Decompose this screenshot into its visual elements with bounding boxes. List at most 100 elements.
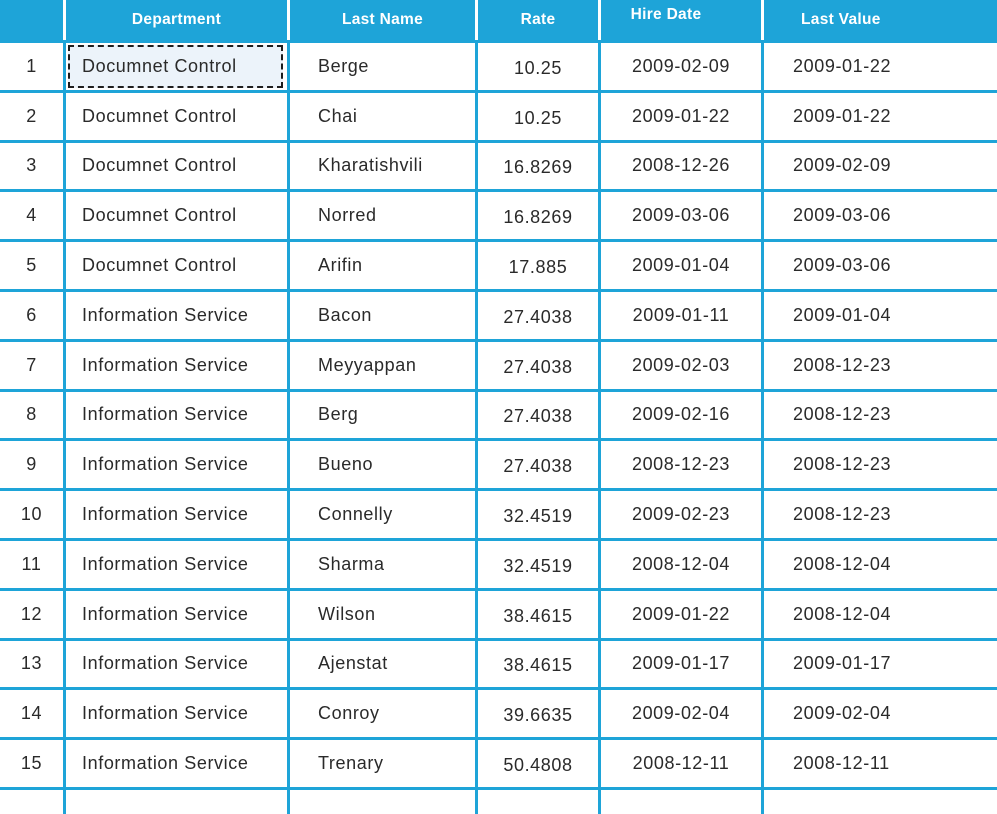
last-value-cell[interactable]: 2008-12-23 (764, 341, 997, 389)
last-name-cell[interactable]: Sharma (290, 540, 475, 588)
rate-cell[interactable]: 39.6635 (478, 690, 598, 738)
last-value-cell[interactable]: 2008-12-11 (764, 740, 997, 787)
last-value-cell[interactable]: 2009-01-22 (764, 43, 997, 90)
hire-date-cell[interactable]: 2009-02-23 (601, 491, 761, 538)
rate-cell[interactable]: 10.25 (478, 92, 598, 140)
last-name-cell[interactable]: Berge (290, 43, 475, 90)
department-cell[interactable]: Documnet Control (66, 43, 287, 90)
row-number-cell[interactable]: 7 (0, 341, 63, 389)
last-name-cell[interactable]: Ajenstat (290, 640, 475, 688)
corner-header-cell[interactable] (0, 0, 63, 40)
rate-cell[interactable]: 10.25 (478, 43, 598, 90)
row-number-cell[interactable]: 11 (0, 540, 63, 588)
row-number-cell[interactable]: 14 (0, 690, 63, 738)
last-value-cell[interactable]: 2008-12-04 (764, 590, 997, 638)
rate-cell[interactable]: 32.4519 (478, 540, 598, 588)
department-cell[interactable]: Documnet Control (66, 142, 287, 190)
empty-rate-cell[interactable] (478, 789, 598, 814)
department-cell[interactable]: Information Service (66, 491, 287, 538)
row-number-cell[interactable]: 1 (0, 43, 63, 90)
row-number-cell[interactable]: 5 (0, 242, 63, 289)
hire-date-cell[interactable]: 2009-03-06 (601, 192, 761, 240)
last-name-cell[interactable]: Chai (290, 92, 475, 140)
department-cell[interactable]: Documnet Control (66, 242, 287, 289)
last-name-cell[interactable]: Conroy (290, 690, 475, 738)
rate-cell[interactable]: 27.4038 (478, 441, 598, 489)
department-cell[interactable]: Information Service (66, 441, 287, 489)
last-name-cell[interactable]: Bacon (290, 291, 475, 339)
column-header-department[interactable]: Department (66, 0, 287, 40)
last-name-cell[interactable]: Wilson (290, 590, 475, 638)
rate-cell[interactable]: 38.4615 (478, 590, 598, 638)
row-number-cell[interactable]: 2 (0, 92, 63, 140)
row-number-cell[interactable]: 6 (0, 291, 63, 339)
column-header-last-value[interactable]: Last Value (764, 0, 997, 40)
last-name-cell[interactable]: Bueno (290, 441, 475, 489)
hire-date-cell[interactable]: 2009-01-22 (601, 590, 761, 638)
hire-date-cell[interactable]: 2008-12-04 (601, 540, 761, 588)
department-cell[interactable]: Information Service (66, 540, 287, 588)
hire-date-cell[interactable]: 2009-01-22 (601, 92, 761, 140)
hire-date-cell[interactable]: 2009-02-09 (601, 43, 761, 90)
hire-date-cell[interactable]: 2009-01-04 (601, 242, 761, 289)
empty-hire-date-cell[interactable] (601, 789, 761, 814)
department-cell[interactable]: Documnet Control (66, 92, 287, 140)
column-header-rate[interactable]: Rate (478, 0, 598, 40)
hire-date-cell[interactable]: 2009-02-04 (601, 690, 761, 738)
last-name-cell[interactable]: Norred (290, 192, 475, 240)
last-value-cell[interactable]: 2009-01-22 (764, 92, 997, 140)
rate-cell[interactable]: 16.8269 (478, 192, 598, 240)
last-name-cell[interactable]: Kharatishvili (290, 142, 475, 190)
empty-last-name-cell[interactable] (290, 789, 475, 814)
department-cell[interactable]: Information Service (66, 640, 287, 688)
department-cell[interactable]: Information Service (66, 291, 287, 339)
department-cell[interactable]: Information Service (66, 740, 287, 787)
department-cell[interactable]: Information Service (66, 341, 287, 389)
last-value-cell[interactable]: 2008-12-04 (764, 540, 997, 588)
last-value-cell[interactable]: 2008-12-23 (764, 391, 997, 439)
hire-date-cell[interactable]: 2009-01-11 (601, 291, 761, 339)
last-name-cell[interactable]: Trenary (290, 740, 475, 787)
department-cell[interactable]: Information Service (66, 391, 287, 439)
last-value-cell[interactable]: 2009-02-04 (764, 690, 997, 738)
row-number-cell[interactable]: 10 (0, 491, 63, 538)
column-header-last-name[interactable]: Last Name (290, 0, 475, 40)
rate-cell[interactable]: 27.4038 (478, 391, 598, 439)
rate-cell[interactable]: 16.8269 (478, 142, 598, 190)
department-cell[interactable]: Documnet Control (66, 192, 287, 240)
last-value-cell[interactable]: 2009-02-09 (764, 142, 997, 190)
last-value-cell[interactable]: 2009-01-04 (764, 291, 997, 339)
rate-cell[interactable]: 27.4038 (478, 291, 598, 339)
row-number-cell[interactable]: 9 (0, 441, 63, 489)
rate-cell[interactable]: 17.885 (478, 242, 598, 289)
row-number-cell[interactable]: 15 (0, 740, 63, 787)
column-header-hire-date[interactable]: Hire Date (601, 0, 761, 40)
hire-date-cell[interactable]: 2009-02-16 (601, 391, 761, 439)
department-cell[interactable]: Information Service (66, 690, 287, 738)
department-cell[interactable]: Information Service (66, 590, 287, 638)
rate-cell[interactable]: 38.4615 (478, 640, 598, 688)
last-name-cell[interactable]: Berg (290, 391, 475, 439)
last-value-cell[interactable]: 2008-12-23 (764, 491, 997, 538)
hire-date-cell[interactable]: 2009-01-17 (601, 640, 761, 688)
empty-row-number-cell[interactable] (0, 789, 63, 814)
rate-cell[interactable]: 50.4808 (478, 740, 598, 787)
hire-date-cell[interactable]: 2008-12-11 (601, 740, 761, 787)
rate-cell[interactable]: 27.4038 (478, 341, 598, 389)
last-value-cell[interactable]: 2008-12-23 (764, 441, 997, 489)
row-number-cell[interactable]: 3 (0, 142, 63, 190)
last-name-cell[interactable]: Connelly (290, 491, 475, 538)
row-number-cell[interactable]: 13 (0, 640, 63, 688)
empty-department-cell[interactable] (66, 789, 287, 814)
last-name-cell[interactable]: Meyyappan (290, 341, 475, 389)
rate-cell[interactable]: 32.4519 (478, 491, 598, 538)
row-number-cell[interactable]: 4 (0, 192, 63, 240)
hire-date-cell[interactable]: 2008-12-26 (601, 142, 761, 190)
last-value-cell[interactable]: 2009-03-06 (764, 242, 997, 289)
empty-last-value-cell[interactable] (764, 789, 997, 814)
hire-date-cell[interactable]: 2009-02-03 (601, 341, 761, 389)
row-number-cell[interactable]: 12 (0, 590, 63, 638)
last-value-cell[interactable]: 2009-03-06 (764, 192, 997, 240)
row-number-cell[interactable]: 8 (0, 391, 63, 439)
hire-date-cell[interactable]: 2008-12-23 (601, 441, 761, 489)
